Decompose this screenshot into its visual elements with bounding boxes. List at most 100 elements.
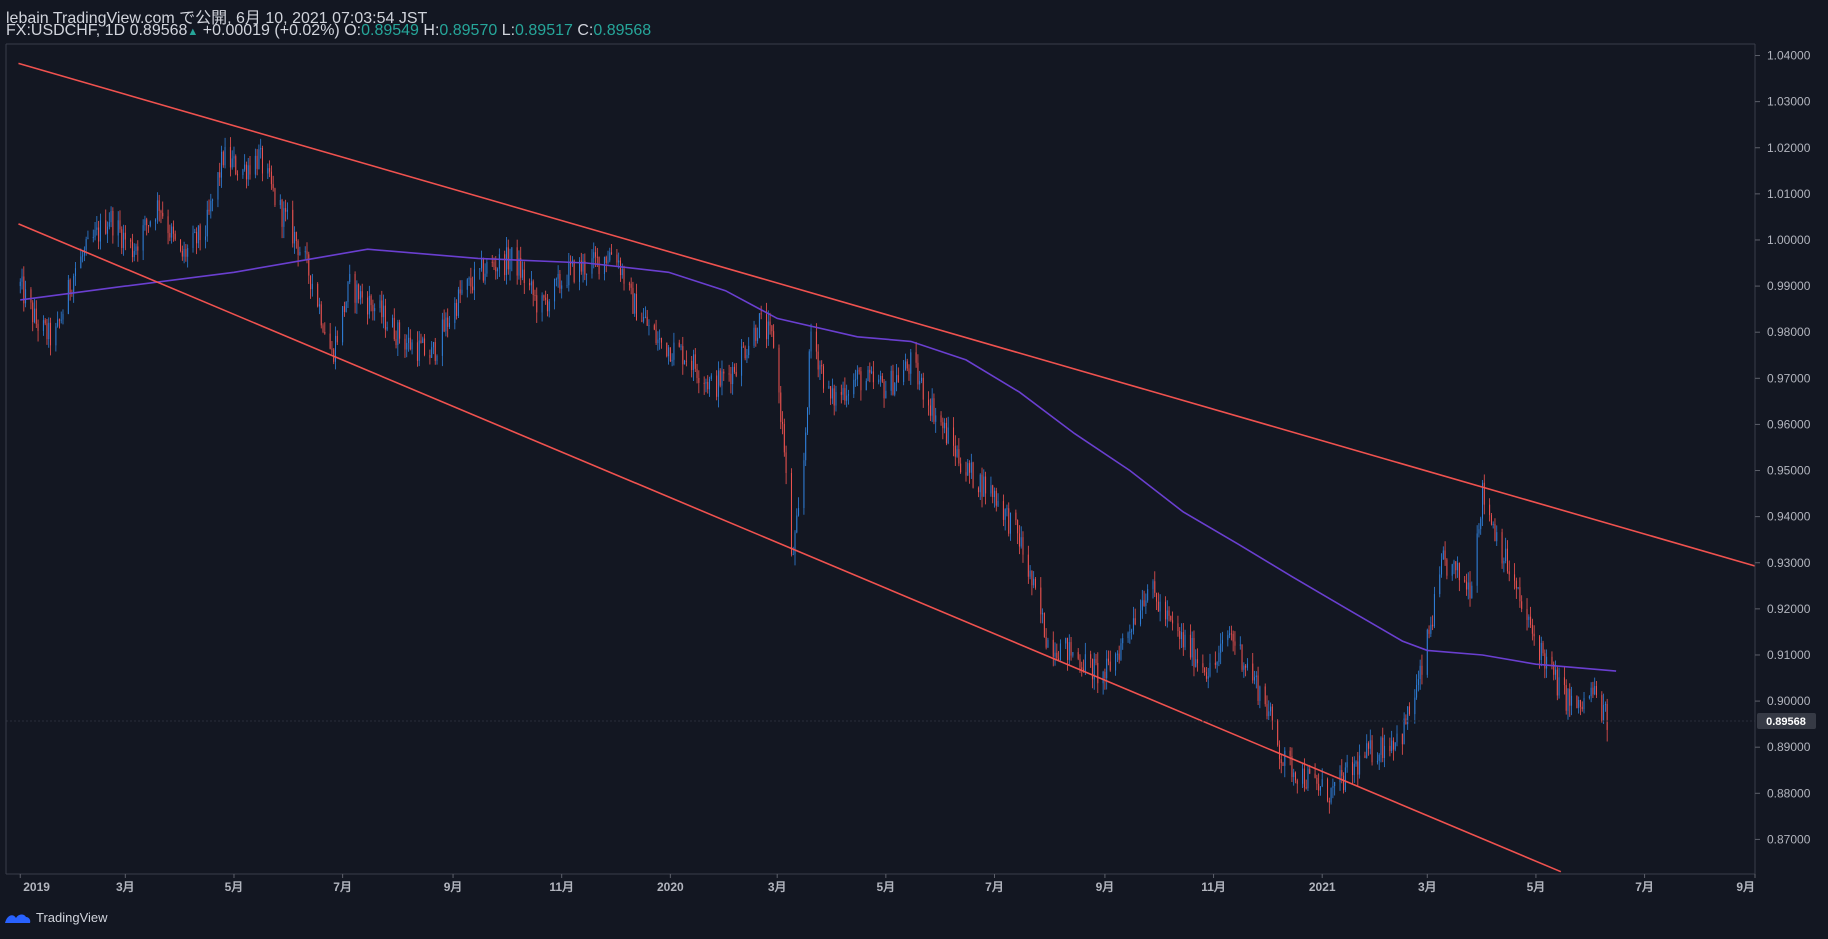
candle-body	[1533, 633, 1535, 637]
candle-body	[1143, 600, 1145, 606]
candle-body	[183, 248, 185, 257]
candle-body	[1116, 653, 1118, 655]
footer-brand[interactable]: TradingView	[4, 910, 108, 925]
candle-body	[880, 375, 881, 380]
candle-body	[1592, 687, 1594, 695]
candle-body	[244, 164, 246, 170]
price-axis[interactable]: 1.04000 1.03000 1.02000 1.01000 1.00000 0.990…	[1755, 49, 1811, 847]
candle-body	[723, 371, 725, 374]
candle-body	[833, 388, 835, 406]
candle-body	[634, 293, 636, 314]
candle-body	[479, 268, 481, 270]
last-price-badge: 0.89568	[1757, 713, 1816, 730]
candle-body	[55, 326, 57, 346]
candle-body	[322, 325, 324, 332]
candle-body	[80, 256, 82, 269]
candle-body	[1109, 661, 1111, 671]
candle-body	[245, 164, 247, 180]
trendline-lower[interactable]	[18, 223, 1562, 873]
candle-body	[155, 219, 157, 222]
candle-body	[671, 359, 673, 362]
candle-body	[806, 407, 808, 433]
candle-body	[990, 485, 992, 494]
candle-body	[486, 261, 488, 274]
candle-body	[144, 219, 146, 226]
candle-body	[748, 345, 750, 356]
candle-body	[847, 394, 849, 396]
candle-body	[719, 370, 721, 386]
candle-body	[660, 338, 662, 343]
candle-body	[297, 240, 299, 256]
candle-body	[472, 286, 474, 291]
candle-body	[1433, 594, 1435, 627]
candle-body	[771, 325, 773, 332]
price-tick-label: 0.96000	[1767, 417, 1811, 431]
price-tick-label: 0.91000	[1767, 648, 1811, 662]
candle-body	[130, 239, 132, 242]
candle-body	[208, 209, 210, 212]
candle-body	[217, 172, 219, 200]
candle-body	[942, 422, 944, 429]
candle-body	[197, 225, 199, 244]
open-label: O:	[344, 22, 362, 39]
candle-body	[107, 226, 109, 234]
candle-body	[146, 219, 148, 226]
candle-body	[1255, 675, 1257, 678]
candle-body	[1184, 634, 1186, 648]
candle-body	[1289, 750, 1291, 757]
candle-body	[67, 279, 69, 314]
time-axis[interactable]: 2019 3月 5月 7月 9月 11月 2020 3月 5月 7月 9月 11月 2021 3月 5月 7月…	[19, 874, 1756, 894]
candle-body	[821, 365, 823, 367]
candle-body	[461, 289, 463, 294]
candle-body	[947, 427, 949, 444]
candle-body	[1040, 587, 1042, 615]
symbol-label[interactable]: FX:USDCHF, 1D	[6, 22, 126, 39]
candle-body	[1270, 706, 1272, 712]
candle-body	[928, 399, 930, 406]
candle-body	[1017, 520, 1019, 534]
candle-body	[696, 368, 698, 378]
candle-body	[828, 386, 830, 389]
candle-body	[112, 210, 114, 236]
candle-body	[74, 268, 76, 277]
candle-body	[495, 266, 497, 272]
price-tick-label: 1.04000	[1767, 49, 1811, 63]
price-tick-label: 0.87000	[1767, 832, 1811, 846]
trendline-upper[interactable]	[18, 62, 1756, 567]
candle-body	[347, 281, 349, 302]
candle-body	[383, 305, 385, 318]
candle-body	[422, 338, 424, 344]
candle-body	[1351, 762, 1353, 776]
candle-body	[992, 485, 994, 498]
candle-body	[782, 421, 784, 424]
candle-body	[1091, 658, 1093, 680]
candle-body	[242, 169, 244, 176]
candle-body	[1059, 643, 1061, 661]
candle-body	[915, 352, 917, 363]
candle-body	[395, 339, 397, 345]
candle-body	[57, 319, 59, 327]
candle-body	[1291, 756, 1293, 778]
candle-body	[522, 269, 524, 278]
candle-body	[1380, 737, 1382, 755]
candle-body	[406, 342, 408, 350]
candle-body	[935, 415, 937, 422]
candle-body	[1277, 720, 1279, 745]
candle-body	[306, 251, 308, 255]
candle-body	[1202, 663, 1204, 668]
price-tick-label: 1.03000	[1767, 95, 1811, 109]
candle-body	[1483, 482, 1485, 505]
candle-body	[1528, 616, 1530, 620]
candle-body	[117, 220, 119, 236]
candle-body	[30, 289, 32, 303]
candle-body	[1115, 654, 1117, 671]
candle-body	[196, 231, 198, 244]
candle-body	[324, 331, 326, 334]
candle-body	[607, 260, 609, 263]
candle-body	[94, 229, 96, 238]
candle-body	[995, 490, 997, 506]
candle-body	[1020, 537, 1022, 547]
candle-body	[758, 313, 760, 338]
brand-label: TradingView	[36, 910, 108, 925]
